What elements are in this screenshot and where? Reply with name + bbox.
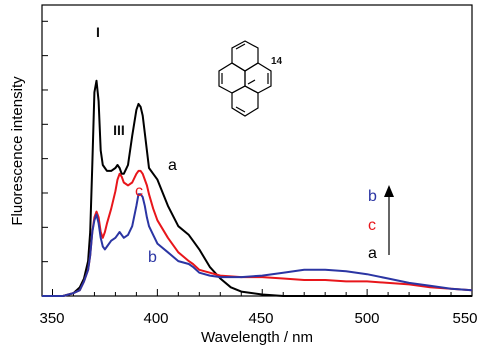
increase-arrow-icon bbox=[384, 185, 394, 255]
spectra-series bbox=[42, 79, 473, 297]
peak-label-i: I bbox=[96, 24, 100, 40]
x-tick-label-500: 500 bbox=[354, 310, 379, 327]
x-tick-label-400: 400 bbox=[143, 310, 168, 327]
x-axis-title: Wavelength / nm bbox=[201, 329, 313, 346]
legend-label-c: c bbox=[368, 217, 376, 234]
series-line-c bbox=[42, 169, 473, 297]
x-tick-label-350: 350 bbox=[39, 310, 64, 327]
curve-label-c: c bbox=[135, 183, 143, 200]
x-tick-label-550: 550 bbox=[452, 310, 477, 327]
curve-label-b: b bbox=[148, 249, 157, 266]
pyrene-structure-icon bbox=[218, 40, 272, 117]
axis-ticks bbox=[42, 20, 473, 296]
compound-number-label: 14 bbox=[271, 56, 283, 67]
series-line-a bbox=[42, 79, 472, 297]
legend-label-b: b bbox=[368, 188, 377, 205]
series-line-b bbox=[42, 193, 473, 297]
x-tick-label-450: 450 bbox=[248, 310, 273, 327]
legend-label-a: a bbox=[368, 245, 377, 262]
curve-label-a: a bbox=[168, 157, 177, 174]
y-axis-title: Fluorescence intensity bbox=[9, 76, 26, 226]
plot-frame bbox=[41, 4, 473, 297]
peak-label-iii: III bbox=[113, 122, 125, 138]
